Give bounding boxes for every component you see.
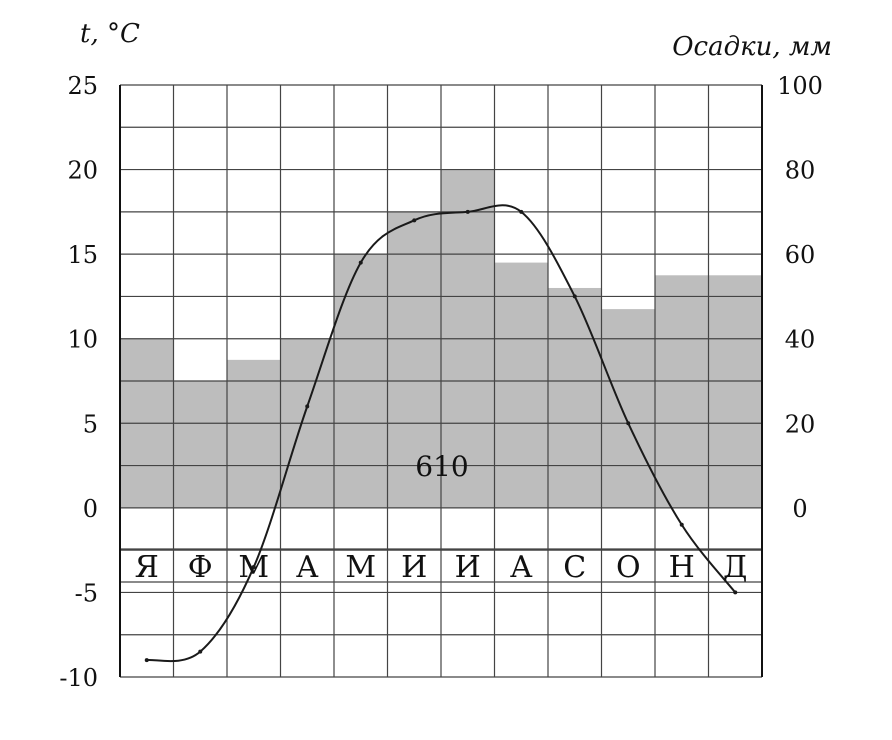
precipitation-bar xyxy=(548,287,602,508)
month-label: Д xyxy=(723,550,747,585)
month-label: М xyxy=(238,550,269,585)
left-axis-tick-label: -10 xyxy=(59,664,98,692)
month-label: С xyxy=(563,550,586,585)
left-axis-tick-label: -5 xyxy=(75,579,98,607)
temperature-point xyxy=(412,218,417,223)
left-axis-tick-label: 20 xyxy=(67,157,98,185)
left-axis-tick-label: 0 xyxy=(83,495,98,523)
precipitation-bar xyxy=(227,359,281,508)
temperature-point xyxy=(305,404,310,409)
month-label: Я xyxy=(135,550,159,585)
temperature-point xyxy=(251,565,256,570)
left-axis-tick-label: 15 xyxy=(67,241,98,269)
temperature-point xyxy=(733,590,738,595)
precipitation-bar xyxy=(494,262,548,508)
temperature-point xyxy=(144,658,149,663)
right-axis-tick-label: 80 xyxy=(785,157,816,185)
right-axis-tick-label: 40 xyxy=(785,326,816,354)
left-axis-tick-label: 10 xyxy=(67,326,98,354)
month-label: И xyxy=(455,550,481,585)
left-axis-tick-label: 5 xyxy=(83,410,98,438)
temperature-point xyxy=(198,649,203,654)
month-label: Ф xyxy=(188,550,213,585)
precipitation-bar xyxy=(387,211,441,508)
month-label: М xyxy=(345,550,376,585)
month-label: А xyxy=(510,550,533,585)
month-label: И xyxy=(401,550,427,585)
temperature-point xyxy=(465,209,470,214)
month-label: Н xyxy=(669,550,695,585)
precipitation-bar xyxy=(601,309,655,508)
grid xyxy=(119,84,763,678)
annual-total-label: 610 xyxy=(415,450,468,483)
right-axis-tick-label: 100 xyxy=(777,72,823,100)
temperature-point xyxy=(358,260,363,265)
month-label: О xyxy=(616,550,641,585)
temperature-point xyxy=(626,421,631,426)
left-axis-title: t, °C xyxy=(80,19,140,49)
precipitation-bar xyxy=(173,381,227,508)
month-label: А xyxy=(296,550,319,585)
temperature-point xyxy=(519,209,524,214)
precipitation-bar xyxy=(708,275,762,508)
left-axis-tick-label: 25 xyxy=(67,72,98,100)
right-axis-tick-label: 0 xyxy=(792,495,807,523)
temperature-point xyxy=(679,522,684,527)
right-axis-tick-label: 60 xyxy=(785,241,816,269)
temperature-line xyxy=(144,204,738,663)
precipitation-bar xyxy=(655,275,709,508)
right-axis-tick-label: 20 xyxy=(785,410,816,438)
right-axis-title: Осадки, мм xyxy=(672,32,832,62)
temperature-point xyxy=(572,294,577,299)
